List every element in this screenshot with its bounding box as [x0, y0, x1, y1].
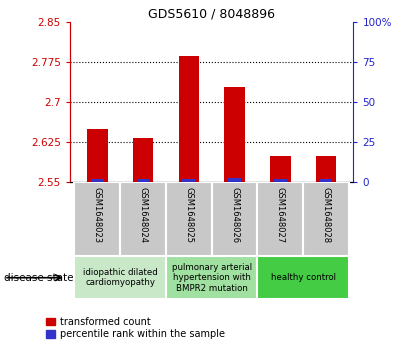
Bar [166, 256, 257, 299]
Bar [320, 179, 332, 182]
Text: GSM1648025: GSM1648025 [184, 187, 193, 244]
Text: disease state: disease state [4, 273, 74, 283]
Title: GDS5610 / 8048896: GDS5610 / 8048896 [148, 8, 275, 21]
Bar [87, 129, 108, 182]
Bar [166, 182, 212, 256]
Text: GSM1648023: GSM1648023 [93, 187, 102, 244]
Bar [74, 182, 120, 256]
Bar [91, 179, 104, 182]
Bar [270, 156, 291, 182]
Text: idiopathic dilated
cardiomyopathy: idiopathic dilated cardiomyopathy [83, 268, 157, 287]
Bar [228, 178, 241, 182]
Bar [303, 182, 349, 256]
Bar [74, 256, 166, 299]
Text: pulmonary arterial
hypertension with
BMPR2 mutation: pulmonary arterial hypertension with BMP… [172, 263, 252, 293]
Text: GSM1648024: GSM1648024 [139, 187, 148, 244]
Bar [178, 56, 199, 182]
Legend: transformed count, percentile rank within the sample: transformed count, percentile rank withi… [46, 317, 224, 339]
Bar [182, 179, 195, 182]
Bar [133, 138, 153, 182]
Bar [136, 179, 150, 182]
Bar [257, 256, 349, 299]
Bar [224, 87, 245, 182]
Text: GSM1648026: GSM1648026 [230, 187, 239, 244]
Bar [212, 182, 257, 256]
Bar [316, 156, 336, 182]
Text: GSM1648028: GSM1648028 [321, 187, 330, 244]
Bar [120, 182, 166, 256]
Text: healthy control: healthy control [271, 273, 336, 282]
Bar [274, 179, 287, 182]
Text: GSM1648027: GSM1648027 [276, 187, 285, 244]
Bar [257, 182, 303, 256]
